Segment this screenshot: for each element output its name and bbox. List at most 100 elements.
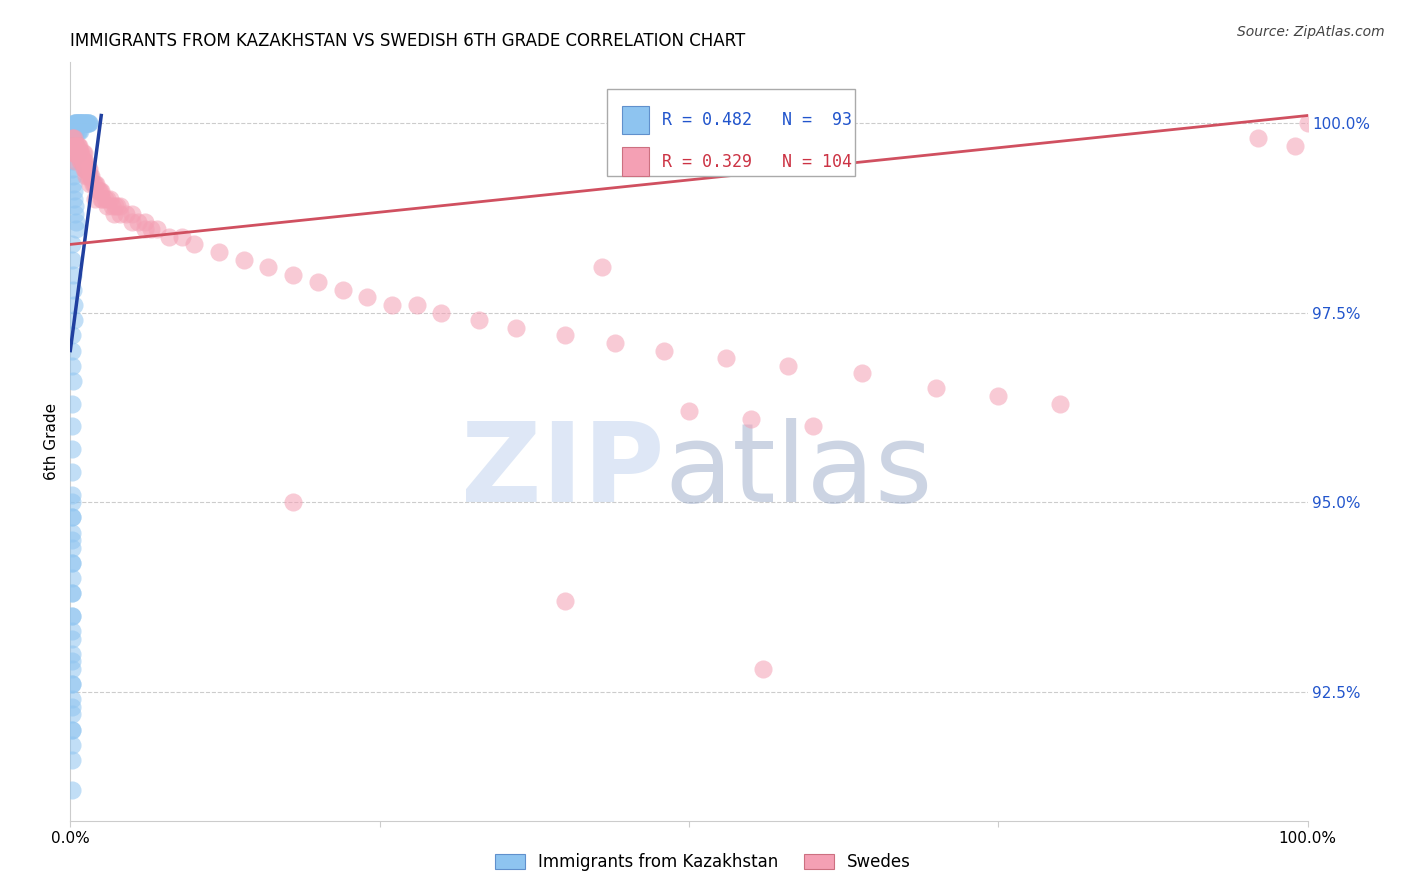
- Point: [1247, 131, 1270, 145]
- Point: [89, 185, 111, 199]
- Point: [63, 313, 86, 327]
- Point: [60, 343, 83, 358]
- Point: [63, 146, 86, 161]
- Point: [851, 367, 873, 381]
- Point: [467, 313, 489, 327]
- Point: [84, 192, 107, 206]
- Point: [66, 116, 89, 130]
- Point: [356, 291, 378, 305]
- Point: [60, 397, 83, 411]
- Point: [714, 351, 737, 366]
- Point: [60, 328, 83, 343]
- Point: [505, 321, 527, 335]
- FancyBboxPatch shape: [607, 89, 855, 177]
- Bar: [621, 105, 650, 135]
- Point: [75, 116, 97, 130]
- Point: [63, 185, 86, 199]
- Point: [65, 146, 87, 161]
- Point: [87, 185, 110, 199]
- Point: [73, 161, 96, 176]
- Point: [65, 116, 87, 130]
- Point: [65, 207, 87, 221]
- Point: [146, 222, 169, 236]
- Point: [65, 215, 87, 229]
- Point: [65, 139, 87, 153]
- Point: [70, 154, 93, 169]
- Point: [208, 245, 231, 260]
- Point: [90, 192, 112, 206]
- Point: [75, 116, 97, 130]
- Point: [134, 222, 156, 236]
- Point: [65, 146, 87, 161]
- Point: [63, 139, 86, 153]
- Point: [80, 169, 103, 184]
- Point: [65, 139, 87, 153]
- Point: [987, 389, 1010, 403]
- Point: [60, 783, 83, 797]
- Point: [65, 124, 87, 138]
- Point: [75, 154, 97, 169]
- Point: [67, 146, 90, 161]
- Point: [65, 139, 87, 153]
- Point: [69, 146, 91, 161]
- Point: [66, 116, 89, 130]
- Text: Source: ZipAtlas.com: Source: ZipAtlas.com: [1237, 25, 1385, 39]
- Point: [183, 237, 205, 252]
- Point: [69, 116, 91, 130]
- Point: [67, 124, 90, 138]
- Point: [65, 222, 87, 236]
- Point: [67, 139, 90, 153]
- Point: [60, 655, 83, 669]
- Point: [281, 495, 304, 509]
- Point: [72, 154, 94, 169]
- Legend: Immigrants from Kazakhstan, Swedes: Immigrants from Kazakhstan, Swedes: [486, 845, 920, 880]
- Point: [73, 116, 96, 130]
- Point: [72, 154, 94, 169]
- Point: [73, 116, 96, 130]
- Point: [66, 146, 89, 161]
- Point: [65, 139, 87, 153]
- Point: [76, 116, 98, 130]
- Point: [776, 359, 799, 373]
- Point: [72, 116, 94, 130]
- Point: [94, 192, 117, 206]
- Point: [121, 215, 143, 229]
- Point: [77, 169, 100, 184]
- Point: [108, 200, 131, 214]
- Point: [63, 139, 86, 153]
- Point: [65, 139, 87, 153]
- Point: [60, 647, 83, 661]
- Point: [65, 154, 87, 169]
- Bar: [621, 147, 650, 177]
- Point: [77, 116, 100, 130]
- Point: [76, 161, 98, 176]
- Point: [60, 442, 83, 457]
- Point: [91, 192, 114, 206]
- Point: [62, 283, 84, 297]
- Point: [63, 192, 86, 206]
- Point: [63, 131, 86, 145]
- Point: [60, 586, 83, 600]
- Point: [79, 169, 101, 184]
- Text: IMMIGRANTS FROM KAZAKHSTAN VS SWEDISH 6TH GRADE CORRELATION CHART: IMMIGRANTS FROM KAZAKHSTAN VS SWEDISH 6T…: [70, 32, 745, 50]
- Point: [66, 146, 89, 161]
- Text: ZIP: ZIP: [461, 418, 664, 525]
- Point: [60, 677, 83, 691]
- Point: [60, 131, 83, 145]
- Text: R = 0.329   N = 104: R = 0.329 N = 104: [662, 153, 852, 170]
- Point: [70, 154, 93, 169]
- Point: [76, 116, 98, 130]
- Point: [60, 488, 83, 502]
- Point: [98, 192, 121, 206]
- Point: [60, 753, 83, 767]
- Point: [60, 738, 83, 752]
- Point: [127, 215, 149, 229]
- Point: [139, 222, 162, 236]
- Point: [96, 192, 118, 206]
- Point: [60, 510, 83, 524]
- Point: [60, 556, 83, 570]
- Point: [69, 146, 91, 161]
- Point: [66, 139, 89, 153]
- Point: [281, 268, 304, 282]
- Point: [83, 177, 105, 191]
